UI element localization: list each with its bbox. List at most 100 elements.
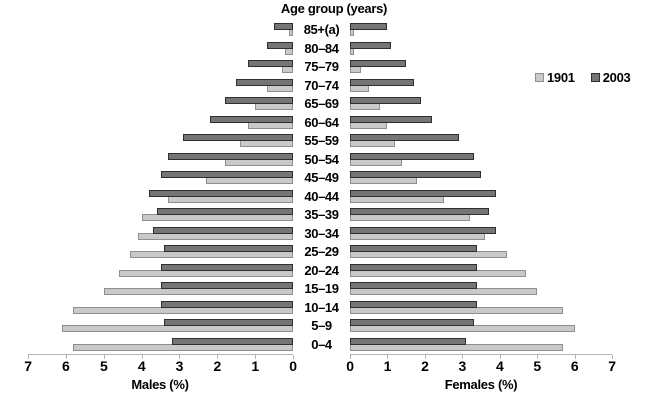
- bar-females-1901-60–64: [350, 121, 388, 129]
- bar-males-1901-0–4: [73, 343, 293, 351]
- bar-males-1901-10–14: [73, 306, 293, 314]
- females-axis-tick: [499, 355, 501, 359]
- bar-females-2003-80–84: [350, 41, 392, 49]
- bar-males-2003-50–54: [168, 152, 293, 160]
- males-axis-tick-label: 3: [175, 358, 184, 374]
- males-axis-tick-label: 1: [251, 358, 259, 374]
- legend-item-2003: 2003: [590, 70, 631, 85]
- bar-females-1901-15–19: [350, 288, 538, 295]
- bar-males-1901-30–34: [137, 232, 293, 240]
- legend-label-2003: 2003: [602, 70, 631, 85]
- age-group-label: 80–84: [304, 40, 339, 56]
- bar-males-2003-80–84: [266, 41, 293, 49]
- females-axis-tick-label: 7: [608, 358, 616, 374]
- age-group-label: 65–69: [304, 96, 339, 111]
- females-axis-tick: [350, 355, 351, 359]
- males-axis-tick: [217, 355, 219, 359]
- age-group-label: 35–39: [304, 207, 339, 222]
- females-axis-tick: [424, 355, 426, 359]
- males-axis-line: [27, 354, 293, 355]
- males-axis-tick-label: 2: [213, 358, 222, 374]
- bar-females-1901-30–34: [350, 232, 485, 240]
- bar-females-1901-10–14: [350, 306, 564, 314]
- bar-females-1901-0–4: [350, 343, 564, 351]
- females-axis-tick-label: 0: [346, 358, 354, 374]
- bar-males-2003-70–74: [236, 78, 293, 86]
- age-group-label: 30–34: [304, 225, 339, 241]
- females-axis-tick: [612, 355, 613, 359]
- bar-females-1901-5–9: [350, 325, 575, 332]
- females-axis-title: Females (%): [444, 377, 518, 392]
- bar-males-2003-5–9: [164, 319, 293, 326]
- legend-label-1901: 1901: [547, 70, 575, 85]
- bar-males-2003-65–69: [224, 97, 293, 104]
- bar-males-2003-35–39: [156, 208, 293, 215]
- legend-swatch-1901: [535, 73, 544, 82]
- females-axis-tick-label: 3: [458, 358, 467, 374]
- bar-females-1901-45–49: [350, 177, 418, 184]
- bar-males-1901-35–39: [141, 214, 293, 221]
- bar-females-2003-0–4: [350, 337, 466, 345]
- bar-females-1901-70–74: [350, 84, 369, 92]
- females-axis-tick: [574, 355, 576, 359]
- age-group-label: 45–49: [304, 170, 339, 185]
- females-axis-line: [350, 354, 612, 355]
- legend-item-1901: 1901: [535, 70, 575, 85]
- bar-males-2003-30–34: [152, 226, 293, 234]
- females-axis-tick-label: 6: [570, 358, 579, 374]
- bar-females-1901-85+(a): [350, 29, 354, 36]
- females-axis-tick-label: 2: [421, 358, 429, 374]
- bar-females-1901-65–69: [350, 103, 380, 110]
- bar-males-1901-25–29: [130, 251, 293, 258]
- age-group-label: 85+(a): [303, 22, 340, 37]
- bar-males-2003-55–59: [183, 134, 293, 141]
- males-axis-tick-label: 6: [62, 358, 70, 374]
- age-group-label: 55–59: [304, 133, 339, 148]
- males-axis-tick: [141, 355, 143, 359]
- bar-males-1901-80–84: [285, 47, 293, 55]
- males-axis-tick-label: 4: [137, 358, 146, 374]
- bar-females-1901-40–44: [350, 195, 444, 203]
- bar-females-2003-50–54: [350, 152, 474, 160]
- age-group-label: 10–14: [304, 299, 339, 315]
- males-axis-tick-label: 7: [24, 358, 32, 374]
- bar-females-1901-75–79: [350, 66, 362, 73]
- bar-females-2003-65–69: [350, 97, 422, 104]
- bar-females-2003-20–24: [350, 263, 478, 271]
- bar-males-1901-75–79: [281, 66, 293, 73]
- females-axis-tick: [537, 355, 539, 359]
- age-group-label: 75–79: [304, 59, 339, 74]
- bar-females-2003-40–44: [350, 189, 496, 197]
- males-axis-tick-label: 0: [289, 358, 297, 374]
- males-axis-tick: [103, 355, 105, 359]
- bar-females-2003-85+(a): [350, 23, 388, 30]
- bar-females-2003-25–29: [350, 245, 478, 252]
- bar-females-1901-35–39: [350, 214, 470, 221]
- bar-males-1901-60–64: [247, 121, 293, 129]
- legend-swatch-2003: [590, 73, 600, 82]
- age-group-label: 15–19: [304, 281, 339, 296]
- chart-title: Age group (years): [280, 1, 388, 16]
- bar-females-2003-45–49: [350, 171, 481, 178]
- bar-females-1901-50–54: [350, 158, 403, 166]
- age-group-label: 5–9: [311, 318, 332, 333]
- bar-females-1901-80–84: [350, 47, 354, 55]
- females-axis-tick-label: 5: [533, 358, 541, 374]
- bar-males-2003-40–44: [149, 189, 293, 197]
- females-axis-tick-label: 1: [383, 358, 392, 374]
- bar-males-2003-85+(a): [274, 23, 293, 30]
- bar-females-2003-75–79: [350, 60, 407, 67]
- bar-males-2003-45–49: [160, 171, 293, 178]
- bar-males-2003-60–64: [209, 115, 293, 123]
- males-axis-tick-label: 5: [99, 358, 108, 374]
- bar-males-1901-40–44: [168, 195, 293, 203]
- bar-males-2003-0–4: [171, 337, 293, 345]
- bar-females-2003-5–9: [350, 319, 474, 326]
- bar-males-2003-25–29: [164, 245, 293, 252]
- bar-males-1901-65–69: [255, 103, 293, 110]
- age-group-label: 0–4: [311, 336, 332, 352]
- age-group-label: 20–24: [304, 262, 339, 278]
- bar-females-2003-35–39: [350, 208, 489, 215]
- bar-females-2003-60–64: [350, 115, 433, 123]
- bar-females-2003-70–74: [350, 78, 414, 86]
